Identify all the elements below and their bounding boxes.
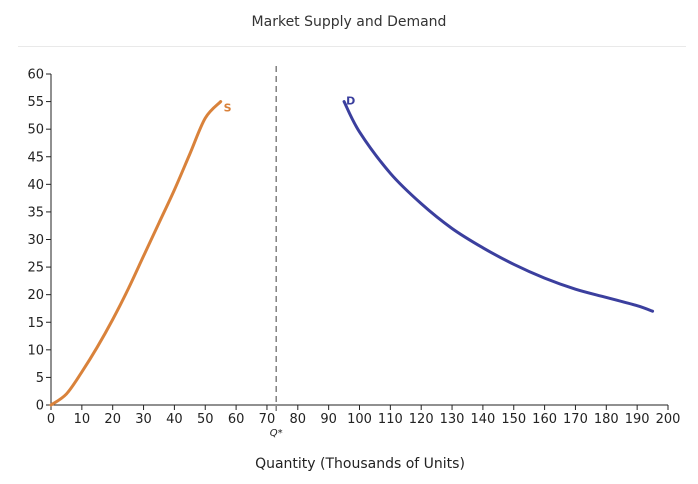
supply-curve [49,100,223,407]
x-tick-label: 0 [47,412,55,427]
y-tick-label: 50 [27,123,44,138]
y-tick-label: 60 [27,68,44,83]
y-tick-label: 45 [27,150,44,165]
axes: 0 5 10 15 20 25 30 35 40 45 50 55 60 0 10 20 30 40 50 60 70 8… [27,66,680,439]
x-tick-label: 140 [470,412,495,427]
x-tick-label: 170 [563,412,588,427]
y-tick-label: 55 [27,95,44,110]
x-tick-label: 90 [320,412,337,427]
x-tick-label: 180 [594,412,619,427]
x-tick-label: 10 [74,412,91,427]
supply-curve-label: S [224,102,232,115]
x-tick-label: 160 [532,412,557,427]
demand-curve-label: D [346,95,355,108]
x-tick-label: 110 [378,412,403,427]
x-tick-label: 80 [290,412,307,427]
x-tick-label: 100 [347,412,372,427]
y-tick-label: 35 [27,205,44,220]
demand-curve [342,100,655,313]
y-tick-label: 10 [27,343,44,358]
x-tick-label: 30 [135,412,152,427]
y-tick-label: 40 [27,178,44,193]
x-tick-label: 130 [440,412,465,427]
x-tick-label: 70 [259,412,276,427]
x-tick-label: 200 [656,412,681,427]
x-tick-label: 40 [166,412,183,427]
y-tick-label: 15 [27,316,44,331]
x-tick-label: 50 [197,412,214,427]
curves: SD [49,95,655,407]
y-tick-label: 0 [36,399,44,414]
y-tick-label: 30 [27,233,44,248]
x-tick-label: 60 [228,412,245,427]
title-divider [18,46,686,47]
y-tick-label: 20 [27,288,44,303]
chart-title: Market Supply and Demand [251,14,447,30]
x-tick-label: 190 [625,412,650,427]
x-tick-label: 120 [409,412,434,427]
y-tick-label: 25 [27,261,44,276]
y-tick-label: 5 [36,371,44,386]
x-tick-label: 20 [104,412,121,427]
x-tick-label: 150 [501,412,526,427]
q-star-label: Q* [270,428,283,439]
x-axis-title: Quantity (Thousands of Units) [255,456,465,472]
